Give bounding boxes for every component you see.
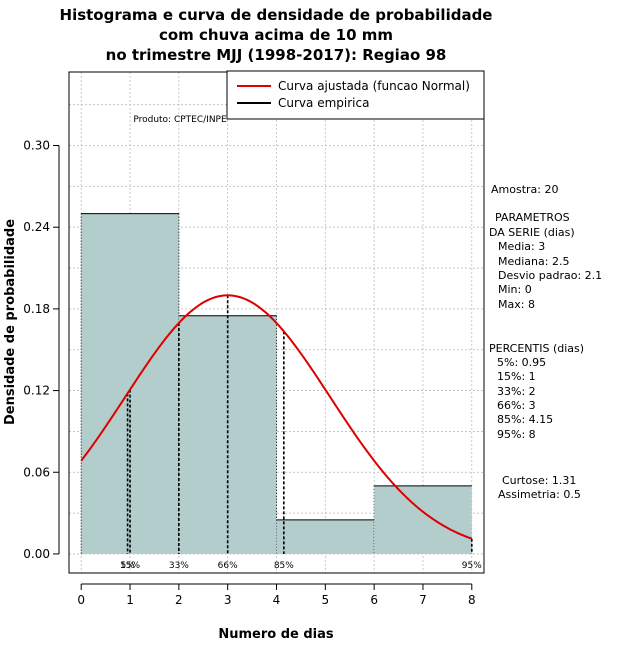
chart-title: Histograma e curva de densidade de proba…: [60, 6, 493, 64]
legend-label-empirical: Curva empirica: [278, 96, 369, 110]
y-tick-label-3: 0.18: [23, 302, 50, 316]
y-tick-label-0: 0.00: [23, 547, 50, 561]
title-line-1: Histograma e curva de densidade de proba…: [60, 6, 493, 24]
x-axis: 0 1 2 3 4 5 6 7 8: [77, 583, 476, 607]
skewness: Assimetria: 0.5: [498, 488, 581, 501]
percentile-label-3: 66%: [218, 561, 238, 571]
y-axis: 0.00 0.06 0.12 0.18 0.24 0.30: [23, 139, 60, 561]
legend-box: [226, 70, 485, 120]
normal-curve: [80, 294, 473, 540]
percentile-label-0: 5%: [120, 561, 135, 571]
percentis-heading: PERCENTIS (dias): [489, 342, 584, 355]
y-tick-label-4: 0.24: [23, 220, 50, 234]
percentile-label-1: 15%: [120, 561, 140, 571]
percentil-95: 95%: 8: [497, 428, 536, 441]
percentile-label-2: 33%: [169, 561, 189, 571]
normal-curve-group: [80, 294, 473, 540]
percentil-33: 33%: 2: [497, 385, 536, 398]
x-tick-label-5: 5: [322, 593, 330, 607]
x-tick-label-6: 6: [370, 593, 378, 607]
y-tick-label-1: 0.06: [23, 465, 50, 479]
title-line-2: com chuva acima de 10 mm: [159, 26, 393, 44]
percentile-markers: 5%15% 33% 66% 85% 95%: [120, 295, 482, 571]
percentil-15: 15%: 1: [497, 370, 536, 383]
x-tick-label-7: 7: [419, 593, 427, 607]
percentil-66: 66%: 3: [497, 399, 536, 412]
percentil-85: 85%: 4.15: [497, 413, 553, 426]
percentil-5: 5%: 0.95: [497, 356, 546, 369]
product-annotation: Produto: CPTEC/INPE: [133, 115, 227, 125]
x-tick-label-8: 8: [468, 593, 476, 607]
percentile-label-4: 85%: [274, 561, 294, 571]
percentile-label-5: 95%: [462, 561, 482, 571]
y-axis-label: Densidade de probabilidade: [3, 219, 18, 425]
params-heading: PARAMETROS: [495, 211, 570, 224]
param-sd: Desvio padrao: 2.1: [498, 269, 602, 282]
legend: Curva ajustada (funcao Normal) Curva emp…: [226, 70, 485, 120]
title-line-3: no trimestre MJJ (1998-2017): Regiao 98: [106, 46, 447, 64]
x-tick-label-4: 4: [273, 593, 281, 607]
params-subheading: DA SERIE (dias): [489, 226, 575, 239]
x-tick-label-3: 3: [224, 593, 232, 607]
x-tick-label-0: 0: [77, 593, 85, 607]
statistics-panel: Amostra: 20 PARAMETROS DA SERIE (dias) M…: [489, 183, 602, 501]
histogram-bar-0: [81, 213, 179, 554]
histogram-bar-2: [276, 519, 375, 554]
param-min: Min: 0: [498, 283, 532, 296]
y-tick-label-5: 0.30: [23, 139, 50, 153]
legend-label-fitted: Curva ajustada (funcao Normal): [278, 79, 470, 93]
x-tick-label-1: 1: [126, 593, 134, 607]
param-max: Max: 8: [498, 298, 535, 311]
kurtosis: Curtose: 1.31: [502, 474, 576, 487]
x-tick-label-2: 2: [175, 593, 183, 607]
param-mean: Media: 3: [498, 240, 545, 253]
x-axis-label: Numero de dias: [218, 627, 334, 642]
y-tick-label-2: 0.12: [23, 384, 50, 398]
param-median: Mediana: 2.5: [498, 255, 569, 268]
histogram-bar-3: [374, 485, 472, 554]
sample-size: Amostra: 20: [491, 183, 558, 196]
